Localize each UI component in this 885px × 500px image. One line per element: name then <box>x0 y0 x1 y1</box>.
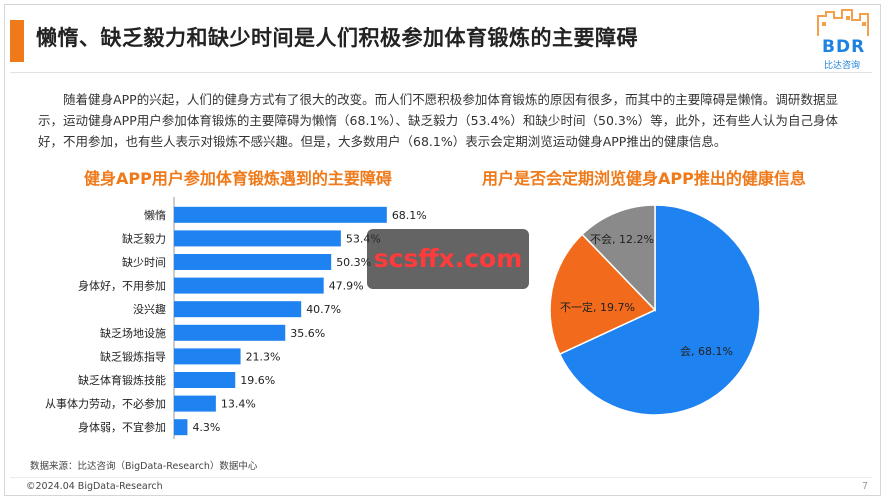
bar-value-label: 47.9% <box>329 280 364 293</box>
data-source: 数据来源：比达咨询（BigData-Research）数据中心 <box>30 461 258 472</box>
pie-chart: 会, 68.1% 不一定, 19.7% 不会, 12.2% <box>549 204 761 416</box>
logo-text: BDR <box>822 37 866 57</box>
bar-category-label: 身体弱，不宜参加 <box>78 420 166 434</box>
bdr-logo-icon <box>817 9 869 36</box>
logo-subtitle: 比达咨询 <box>824 61 861 71</box>
bar-value-label: 68.1% <box>392 209 427 222</box>
pie-slice <box>558 204 761 416</box>
pie-slice-label: 不一定, 19.7% <box>560 300 635 314</box>
intro-paragraph: 随着健身APP的兴起，人们的健身方式有了很大的改变。而人们不愿积极参加体育锻炼的… <box>38 92 838 149</box>
pie-slice <box>549 233 657 356</box>
bar-category-label: 没兴趣 <box>133 302 166 316</box>
bar <box>174 277 324 294</box>
pie-slice-label: 不会, 12.2% <box>590 233 654 246</box>
bar-value-label: 35.6% <box>290 327 325 340</box>
bar-category-label: 懒惰 <box>144 208 166 222</box>
bar-category-label: 缺乏锻炼指导 <box>100 349 166 363</box>
bar-category-label: 从事体力劳动，不必参加 <box>45 397 166 411</box>
bar-value-label: 19.6% <box>240 374 275 387</box>
pie-slice <box>581 204 656 312</box>
bar <box>174 419 188 436</box>
bar-category-label: 缺少时间 <box>122 255 166 269</box>
pie-chart-title: 用户是否会定期浏览健身APP推出的健康信息 <box>482 169 806 188</box>
bar <box>174 301 302 318</box>
bar-category-label: 缺乏毅力 <box>122 231 166 245</box>
page-number: 7 <box>862 481 869 492</box>
bar <box>174 348 241 365</box>
title-accent-bar <box>10 20 24 62</box>
bar-chart-title: 健身APP用户参加体育锻炼遇到的主要障碍 <box>84 169 392 188</box>
bar <box>174 324 286 341</box>
bar-value-label: 21.3% <box>246 350 281 363</box>
copyright: ©2024.04 BigData-Research <box>26 481 163 492</box>
watermark-badge: scsffx.com <box>367 229 529 289</box>
page-title: 懒惰、缺乏毅力和缺少时间是人们积极参加体育锻炼的主要障碍 <box>36 26 638 50</box>
bar <box>174 372 236 388</box>
bar-category-label: 缺乏体育锻炼技能 <box>78 373 166 387</box>
bar-category-label: 缺乏场地设施 <box>100 326 166 340</box>
watermark-text: scsffx.com <box>373 244 523 273</box>
bar <box>174 230 341 247</box>
bar-value-label: 40.7% <box>306 303 341 316</box>
bar <box>174 395 216 412</box>
pie-slice-label: 会, 68.1% <box>680 345 733 358</box>
footer-divider <box>10 477 872 478</box>
bar-value-label: 50.3% <box>336 256 371 269</box>
bar-category-label: 身体好，不用参加 <box>78 279 166 293</box>
bar <box>174 254 332 270</box>
bar-value-label: 4.3% <box>192 421 220 434</box>
bar-value-label: 13.4% <box>221 398 256 411</box>
bar <box>174 206 387 223</box>
bar-chart: 懒惰 68.1%缺乏毅力 53.4%缺少时间 50.3%身体好，不用参加 47.9%没兴… <box>45 197 427 439</box>
title-divider <box>10 72 872 73</box>
